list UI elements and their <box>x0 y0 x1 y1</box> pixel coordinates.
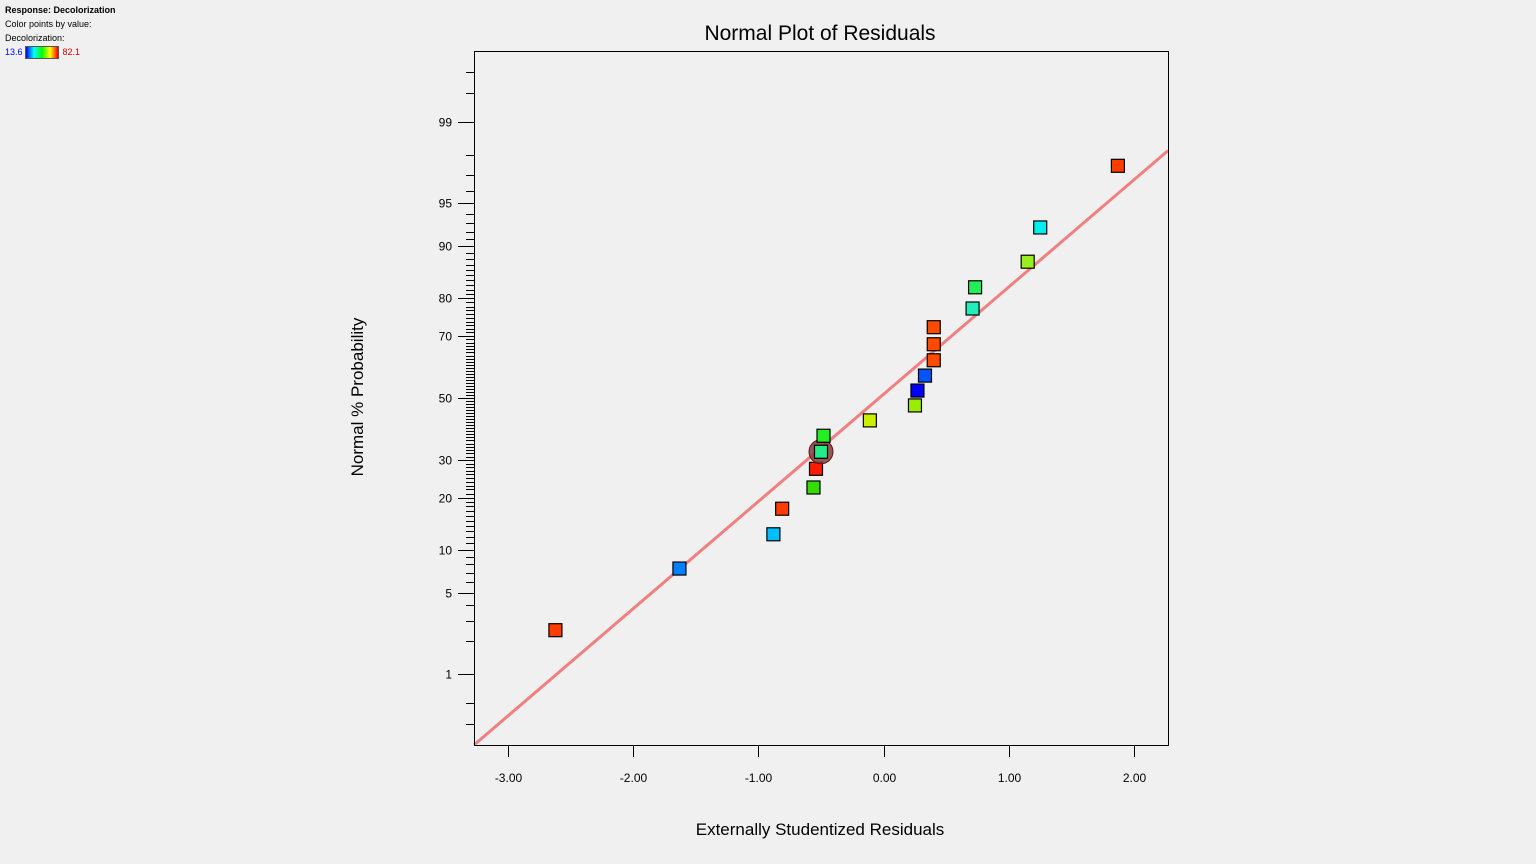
data-point <box>926 337 941 352</box>
data-point <box>926 320 941 335</box>
data-point <box>967 280 983 295</box>
y-axis-label: Normal % Probability <box>348 317 367 476</box>
data-point <box>907 398 923 413</box>
x-tick-label: 2.00 <box>1123 771 1147 785</box>
data-point <box>806 480 821 495</box>
response-label: Response: Decolorization <box>5 5 116 15</box>
y-tick-label: 50 <box>439 392 453 406</box>
gradient-max-label: 82.1 <box>62 47 81 57</box>
x-tick-label: -1.00 <box>745 771 773 785</box>
data-point <box>548 623 563 638</box>
data-point <box>926 353 941 368</box>
x-tick-label: 1.00 <box>998 771 1022 785</box>
data-point <box>775 501 790 516</box>
y-tick-label: 20 <box>439 492 453 506</box>
data-points <box>548 158 1125 638</box>
y-tick-label: 1 <box>445 668 452 682</box>
variable-label: Decolorization: <box>5 33 65 43</box>
color-gradient-legend: 13.6 82.1 <box>5 45 116 59</box>
y-tick-label: 90 <box>439 240 453 254</box>
x-axis-label: Externally Studentized Residuals <box>696 820 945 839</box>
data-point <box>1110 158 1125 173</box>
gradient-min-label: 13.6 <box>5 47 23 57</box>
color-legend-panel: Response: Decolorization Color points by… <box>5 3 116 59</box>
data-point <box>862 413 877 428</box>
data-point <box>808 461 824 476</box>
y-tick-label: 30 <box>439 454 453 468</box>
chart-title: Normal Plot of Residuals <box>704 22 935 45</box>
color-note: Color points by value: <box>5 19 92 29</box>
y-tick-label: 95 <box>439 197 453 211</box>
data-point <box>672 561 687 576</box>
y-tick-label: 80 <box>439 292 453 306</box>
data-point <box>917 368 933 383</box>
axis-ticks: -3.00 -2.00 -1.00 0.00 1.00 2.00 1 5 10 20 30 50 70 8… <box>439 72 1147 785</box>
y-tick-label: 70 <box>439 330 453 344</box>
data-point <box>965 301 980 316</box>
color-gradient-bar <box>24 45 59 59</box>
x-tick-label: -2.00 <box>620 771 648 785</box>
data-point <box>766 527 781 542</box>
y-tick-label: 10 <box>439 544 453 558</box>
data-point <box>813 444 829 459</box>
x-tick-label: 0.00 <box>873 771 897 785</box>
data-point <box>910 383 925 398</box>
data-point <box>1020 254 1035 269</box>
data-point <box>1033 220 1048 235</box>
plot-frame <box>474 51 1169 746</box>
y-tick-label: 99 <box>439 116 453 130</box>
y-tick-label: 5 <box>445 587 452 601</box>
x-tick-label: -3.00 <box>495 771 523 785</box>
data-point <box>816 428 831 443</box>
